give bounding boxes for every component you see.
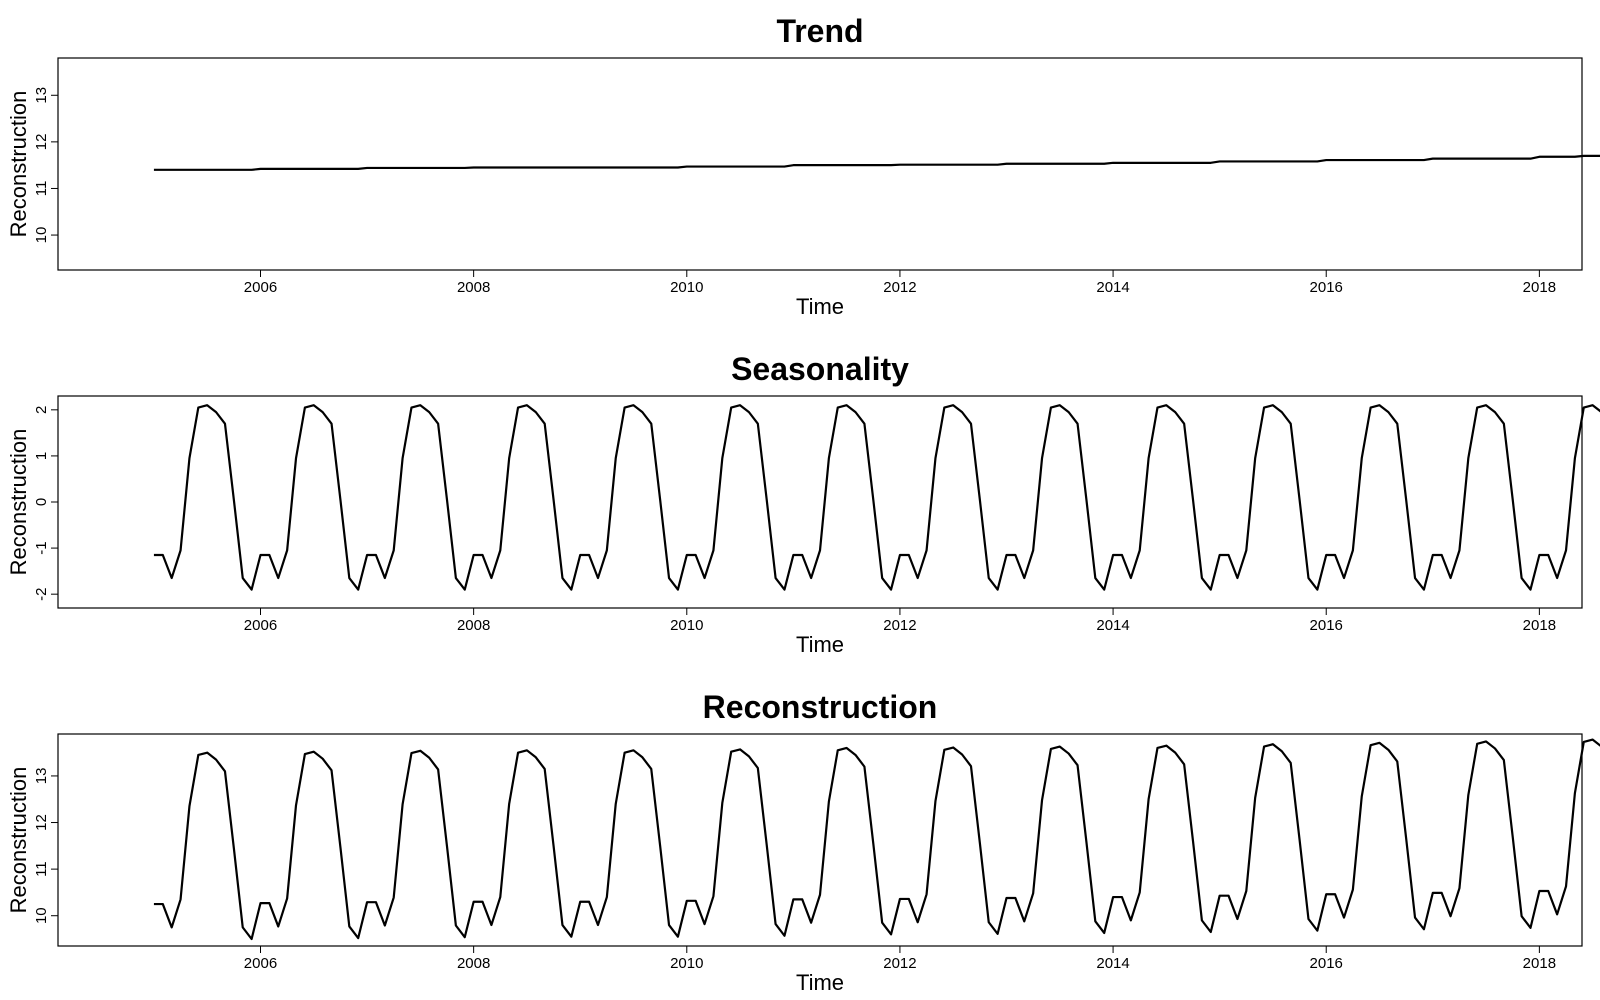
x-tick-label: 2016 xyxy=(1310,617,1343,634)
x-tick-label: 2014 xyxy=(1096,279,1129,296)
y-tick-label: 2 xyxy=(33,406,50,414)
y-tick-label: 13 xyxy=(33,768,50,785)
y-tick-label: -1 xyxy=(33,541,50,554)
y-tick-label: 11 xyxy=(33,181,50,197)
x-tick-label: 2008 xyxy=(457,955,490,972)
x-tick-label: 2018 xyxy=(1523,617,1556,634)
x-tick-label: 2016 xyxy=(1310,279,1343,296)
plot-frame-1 xyxy=(57,57,1583,271)
y-tick-label: 12 xyxy=(33,814,50,831)
x-tick-label: 2012 xyxy=(883,617,916,634)
y-tick-label: 12 xyxy=(33,134,50,151)
series-line-2 xyxy=(153,404,1600,591)
x-tick-label: 2006 xyxy=(244,617,277,634)
panel-title-2: Seasonality xyxy=(731,351,909,387)
y-tick-label: 11 xyxy=(33,861,50,877)
plot-frame-3 xyxy=(57,733,1583,947)
y-tick-label: 10 xyxy=(33,907,50,924)
x-tick-label: 2008 xyxy=(457,617,490,634)
x-tick-label: 2014 xyxy=(1096,617,1129,634)
x-tick-label: 2010 xyxy=(670,279,703,296)
plot-frame-2 xyxy=(57,395,1583,609)
x-tick-label: 2016 xyxy=(1310,955,1343,972)
panel-title-1: Trend xyxy=(776,13,863,49)
panel-title-3: Reconstruction xyxy=(703,689,938,725)
x-axis-label-1: Time xyxy=(796,294,844,319)
y-axis-label-2: Reconstruction xyxy=(6,429,31,576)
series-line-1 xyxy=(153,154,1600,171)
x-tick-label: 2006 xyxy=(244,279,277,296)
x-tick-label: 2012 xyxy=(883,279,916,296)
y-tick-label: -2 xyxy=(33,588,50,601)
y-tick-label: 10 xyxy=(33,227,50,244)
y-axis-label-3: Reconstruction xyxy=(6,767,31,914)
x-tick-label: 2012 xyxy=(883,955,916,972)
x-axis-label-2: Time xyxy=(796,632,844,657)
y-axis-label-1: Reconstruction xyxy=(6,91,31,238)
x-tick-label: 2018 xyxy=(1523,955,1556,972)
y-tick-label: 13 xyxy=(33,87,50,104)
series-line-3 xyxy=(153,738,1600,941)
x-tick-label: 2006 xyxy=(244,955,277,972)
y-tick-label: 0 xyxy=(33,498,50,506)
x-axis-label-3: Time xyxy=(796,970,844,995)
x-tick-label: 2018 xyxy=(1523,279,1556,296)
x-tick-label: 2010 xyxy=(670,617,703,634)
y-tick-label: 1 xyxy=(33,452,50,460)
x-tick-label: 2008 xyxy=(457,279,490,296)
x-tick-label: 2010 xyxy=(670,955,703,972)
x-tick-label: 2014 xyxy=(1096,955,1129,972)
